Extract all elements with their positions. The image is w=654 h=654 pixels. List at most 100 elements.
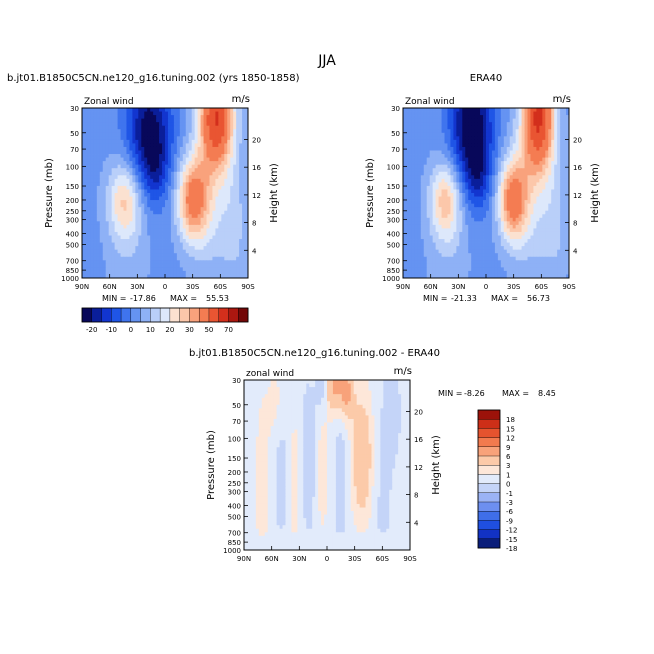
heatmap-cell [518,221,522,226]
heatmap-cell [518,175,522,180]
heatmap-cell [99,111,104,116]
heatmap-cell [108,175,113,180]
heatmap-cell [173,168,178,173]
heatmap-cell [84,185,89,190]
heatmap-cell [423,196,428,201]
heatmap-cell [545,228,549,233]
heatmap-cell [159,239,163,243]
heatmap-cell [465,175,469,180]
heatmap-cell [191,157,196,162]
heatmap-cell [144,196,148,201]
heatmap-cell [182,274,187,279]
heatmap-cell [102,129,107,134]
heatmap-cell [462,175,466,180]
heatmap-cell [536,193,540,197]
heatmap-cell [405,246,410,251]
heatmap-cell [162,193,166,197]
heatmap-cell [102,207,107,212]
heatmap-cell [167,129,172,134]
heatmap-cell [551,118,555,123]
heatmap-cell [111,125,115,130]
heatmap-cell [87,182,92,187]
heatmap-cell [515,224,519,229]
heatmap-cell [96,185,101,190]
heatmap-cell [483,203,487,208]
heatmap-cell [218,270,222,275]
heatmap-cell [450,246,454,251]
heatmap-cell [170,217,175,222]
heatmap-cell [87,210,92,215]
heatmap-cell [170,231,175,236]
heatmap-cell [197,256,201,261]
heatmap-cell [497,150,502,155]
heatmap-cell [444,115,448,120]
heatmap-cell [554,235,558,240]
heatmap-cell [483,171,487,176]
heatmap-cell [111,242,115,247]
heatmap-cell [215,150,219,155]
heatmap-cell [405,129,410,134]
heatmap-cell [486,171,490,176]
heatmap-cell [191,150,196,155]
heatmap-cell [87,239,92,243]
heatmap-cell [179,221,184,226]
heatmap-cell [447,111,451,116]
heatmap-cell [200,249,204,254]
heatmap-cell [536,239,540,243]
heatmap-cell [212,217,216,222]
heatmap-cell [417,217,422,222]
heatmap-cell [423,200,428,205]
heatmap-cell [159,182,163,187]
heatmap-cell [509,125,514,130]
heatmap-cell [99,203,104,208]
heatmap-cell [162,249,166,254]
heatmap-cell [438,196,442,201]
heatmap-cell [218,217,222,222]
heatmap-cell [426,108,431,112]
heatmap-cell [108,115,113,120]
heatmap-cell [444,178,448,183]
heatmap-cell [153,178,157,183]
heatmap-cell [129,111,133,116]
heatmap-cell [533,214,537,219]
heatmap-cell [96,246,101,251]
heatmap-cell [468,246,472,251]
heatmap-cell [179,249,184,254]
heatmap-cell [435,157,439,162]
heatmap-cell [515,210,519,215]
heatmap-cell [420,207,425,212]
heatmap-cell [96,122,101,127]
heatmap-cell [170,270,175,275]
heatmap-cell [515,111,519,116]
heatmap-cell [545,139,549,144]
heatmap-cell [111,132,115,137]
heatmap-cell [111,168,115,173]
heatmap-cell [185,118,190,123]
heatmap-cell [84,203,89,208]
heatmap-cell [515,154,519,158]
heatmap-cell [477,154,481,158]
heatmap-cell [500,164,505,169]
heatmap-cell [403,185,407,190]
heatmap-cell [188,122,193,127]
heatmap-cell [105,136,110,141]
heatmap-cell [486,224,490,229]
heatmap-cell [156,161,160,166]
heatmap-cell [221,228,225,233]
heatmap-cell [444,228,448,233]
heatmap-cell [165,178,169,183]
heatmap-cell [500,154,505,158]
heatmap-cell [486,143,490,148]
heatmap-cell [506,154,511,158]
heatmap-cell [524,154,528,158]
heatmap-cell [206,263,210,268]
heatmap-cell [468,193,472,197]
heatmap-cell [224,175,228,180]
heatmap-cell [497,207,502,212]
heatmap-cell [477,210,481,215]
heatmap-cell [90,157,95,162]
heatmap-cell [96,111,101,116]
heatmap-cell [239,129,243,134]
heatmap-cell [200,200,204,205]
heatmap-cell [215,242,219,247]
